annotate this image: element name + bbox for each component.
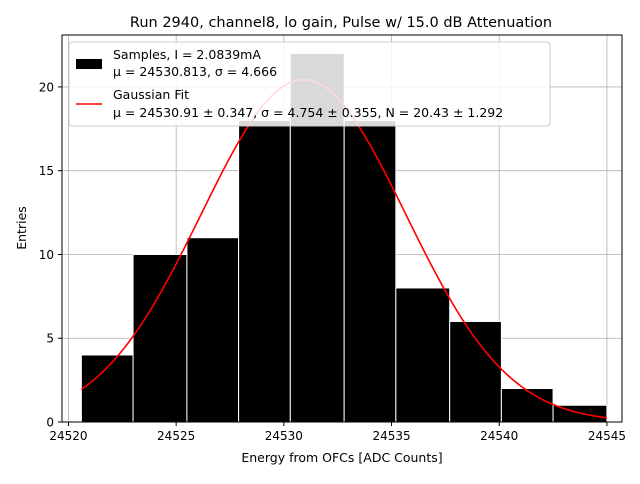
x-tick-label-0: 24520 (49, 429, 87, 443)
x-tick-label-2: 24530 (265, 429, 303, 443)
legend-samples-line2: μ = 24530.813, σ = 4.666 (113, 64, 277, 79)
x-tick-label-3: 24535 (372, 429, 410, 443)
y-axis-label: Entries (14, 206, 29, 250)
x-axis-label: Energy from OFCs [ADC Counts] (241, 450, 442, 465)
y-tick-label-3: 15 (39, 164, 54, 178)
legend: Samples, I = 2.0839mA μ = 24530.813, σ =… (68, 41, 551, 127)
histogram-bar-2 (186, 237, 240, 423)
y-tick-label-2: 10 (39, 248, 54, 262)
histogram-bar-8 (500, 387, 554, 423)
y-tick-label-1: 5 (46, 332, 54, 346)
legend-samples-swatch (76, 59, 102, 69)
histogram-bar-0 (80, 354, 134, 423)
x-tick-label-1: 24525 (157, 429, 195, 443)
x-tick-label-5: 24545 (588, 429, 626, 443)
y-tick-label-4: 20 (39, 80, 54, 94)
legend-samples-line1: Samples, I = 2.0839mA (113, 47, 261, 62)
histogram-bar-3 (238, 119, 291, 423)
histogram-bar-5 (343, 119, 397, 423)
chart-title: Run 2940, channel8, lo gain, Pulse w/ 15… (130, 15, 552, 31)
histogram-bar-1 (132, 253, 188, 423)
plot-frame (61, 34, 623, 423)
x-tick-label-4: 24540 (480, 429, 518, 443)
x-axis-ticks: 24520 24525 24530 24535 24540 24545 (49, 422, 626, 443)
legend-fit-line2: μ = 24530.91 ± 0.347, σ = 4.754 ± 0.355,… (113, 105, 503, 120)
histogram-bar-7 (449, 320, 502, 423)
y-tick-label-0: 0 (46, 416, 54, 430)
legend-box (68, 41, 551, 127)
y-axis-ticks: 0 5 10 15 20 (39, 80, 62, 430)
histogram-bar-6 (395, 287, 451, 423)
legend-fit-line1: Gaussian Fit (113, 87, 189, 102)
